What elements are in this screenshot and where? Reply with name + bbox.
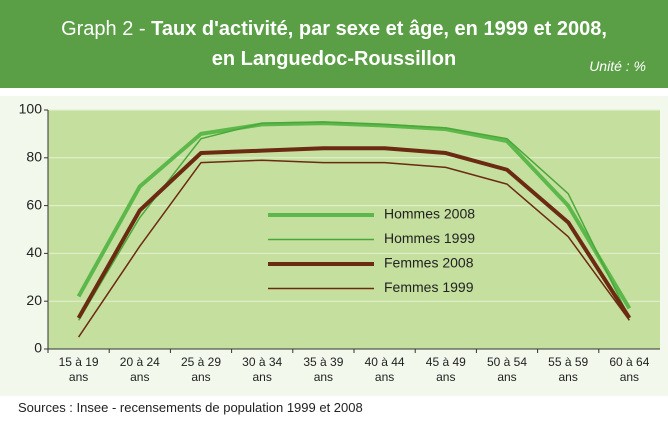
x-tick-label: 30 à 34 ans xyxy=(242,355,283,384)
x-tick-label: 15 à 19 ans xyxy=(58,355,99,384)
y-tick-label: 20 xyxy=(26,292,42,308)
y-tick-label: 80 xyxy=(26,149,42,165)
x-tick-label: 20 à 24 ans xyxy=(119,355,160,384)
y-tick-label: 100 xyxy=(19,101,43,117)
x-tick-label: 25 à 29 ans xyxy=(180,355,222,384)
plot-area xyxy=(48,110,660,349)
title-line: Taux d'activité, par sexe et âge, en 199… xyxy=(151,18,607,40)
legend-label: Hommes 1999 xyxy=(384,230,475,246)
line-series xyxy=(76,146,632,320)
x-tick-label: 35 à 39 ans xyxy=(303,355,344,384)
legend-label: Femmes 2008 xyxy=(384,255,474,271)
source: Sources : Insee - recensements de popula… xyxy=(18,400,363,415)
x-tick-label: 40 à 44 ans xyxy=(364,355,405,384)
line-series xyxy=(77,121,631,321)
y-tick-label: 40 xyxy=(26,244,42,260)
legend-label: Femmes 1999 xyxy=(384,279,474,295)
chart-title: Graph 2 - Taux d'activité, par sexe et â… xyxy=(0,14,668,74)
line-series xyxy=(76,121,632,310)
y-tick-label: 0 xyxy=(34,340,42,356)
unit: Unité : % xyxy=(589,58,646,74)
header: Graph 2 - Taux d'activité, par sexe et â… xyxy=(0,0,668,88)
title-line: en Languedoc-Roussillon xyxy=(211,48,457,70)
y-tick-label: 60 xyxy=(26,196,42,212)
x-tick-label: 60 à 64 ans xyxy=(609,355,650,384)
legend-label: Hommes 2008 xyxy=(384,206,475,222)
x-tick-label: 50 à 54 ans xyxy=(486,355,528,384)
title-prefix: Graph 2 - xyxy=(61,18,146,40)
x-tick-label: 55 à 59 ans xyxy=(548,355,589,384)
x-tick-label: 45 à 49 ans xyxy=(425,355,466,384)
line-series xyxy=(77,159,631,338)
